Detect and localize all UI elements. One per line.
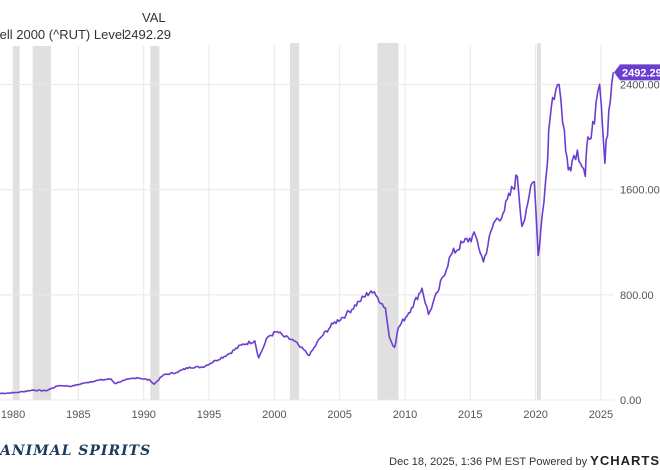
legend-series-value: 2492.29 [124,27,171,42]
y-tick-label: 2400.00 [620,79,660,91]
last-value-badge-shape [614,64,660,81]
recession-band [536,43,541,400]
recession-band [290,43,300,400]
x-tick-label: 2000 [262,409,286,421]
last-value-badge: 2492.29 [614,64,660,81]
legend-series-name: Russell 2000 (^RUT) Level [0,27,125,42]
x-tick-label: 1985 [66,409,90,421]
powered-by-label: Powered by [529,456,588,468]
y-tick-label: 1600.00 [620,185,660,197]
timestamp: Dec 18, 2025, 1:36 PM EST [389,456,526,468]
x-tick-label: 2025 [589,409,613,421]
y-axis-ticks: 0.00 800.00 1600.00 2400.00 [620,79,660,407]
x-tick-label: 1990 [131,409,155,421]
legend-value-column-header: VAL [142,10,166,25]
recession-band [32,43,51,400]
x-tick-label: 2010 [393,409,417,421]
legend-background [0,0,200,46]
x-tick-label: 2005 [327,409,351,421]
recession-band [150,43,160,400]
x-tick-label: 2020 [523,409,547,421]
x-tick-label: 1995 [197,409,221,421]
footer-credit: Dec 18, 2025, 1:36 PM EST Powered by YCH… [389,453,660,468]
legend-row[interactable]: Russell 2000 (^RUT) Level 2492.29 [0,27,200,45]
recession-band [13,43,20,400]
y-tick-label: 0.00 [620,395,641,407]
x-axis-ticks: 1980 1985 1990 1995 2000 2005 2010 2015 2020 2025 [1,409,613,421]
recession-bands [13,43,541,400]
y-tick-label: 800.00 [620,290,654,302]
ycharts-logo[interactable]: YCHARTS [590,453,660,468]
series-lines [0,72,615,395]
recession-band [377,43,399,400]
watermark-logo: ANIMAL SPIRITS [0,443,152,459]
last-value-label: 2492.29 [622,67,660,79]
x-tick-label: 1980 [1,409,25,421]
series-line [0,72,615,395]
x-tick-label: 2015 [458,409,482,421]
